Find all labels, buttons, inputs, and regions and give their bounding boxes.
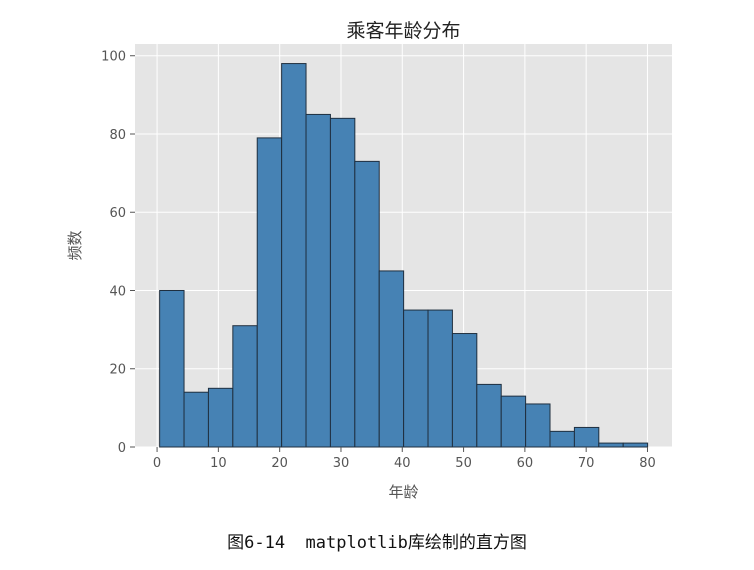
- x-tick-label: 30: [333, 456, 350, 471]
- y-tick-label: 60: [109, 206, 126, 221]
- histogram-bar: [207, 387, 234, 448]
- x-tick-label: 80: [639, 456, 656, 471]
- x-tick-label: 40: [394, 456, 411, 471]
- histogram-bar: [598, 442, 624, 448]
- y-tick-label: 100: [101, 50, 126, 65]
- x-axis-label: 年龄: [388, 483, 418, 501]
- histogram-bar: [305, 113, 331, 448]
- y-tick-label: 80: [109, 128, 126, 143]
- y-axis-label: 频数: [66, 230, 84, 260]
- histogram-bar: [500, 395, 527, 448]
- histogram-bar: [183, 391, 209, 448]
- x-tick-label: 10: [210, 456, 227, 471]
- x-tick-label: 60: [517, 456, 534, 471]
- y-tick-label: 40: [109, 284, 126, 299]
- histogram-bar: [403, 309, 429, 448]
- histogram-bars: [159, 63, 649, 448]
- histogram-bar: [329, 117, 356, 448]
- x-tick-label: 50: [455, 456, 472, 471]
- histogram-bar: [573, 426, 600, 448]
- histogram-bar: [378, 270, 405, 448]
- histogram-bar: [427, 309, 453, 448]
- histogram-bar: [281, 63, 307, 448]
- y-tick-label: 20: [109, 363, 126, 378]
- figure-caption: 图6-14 matplotlib库绘制的直方图: [227, 533, 527, 553]
- histogram-bar: [159, 289, 185, 448]
- x-tick-label: 20: [271, 456, 288, 471]
- histogram-figure: 0 10 20 30 40 50 60 70 80 0 20 40 60 80 100 乘客年龄分布 年龄…: [66, 20, 672, 501]
- x-tick-label: 0: [153, 456, 161, 471]
- histogram-bar: [476, 383, 502, 448]
- histogram-bar: [451, 333, 478, 448]
- x-axis-ticks: 0 10 20 30 40 50 60 70 80: [153, 447, 656, 471]
- x-tick-label: 70: [578, 456, 595, 471]
- chart-title: 乘客年龄分布: [346, 20, 460, 42]
- histogram-bar: [622, 442, 649, 448]
- histogram-bar: [549, 430, 575, 448]
- histogram-bar: [354, 160, 380, 448]
- y-axis-ticks: 0 20 40 60 80 100: [101, 50, 135, 456]
- y-tick-label: 0: [118, 441, 126, 456]
- histogram-bar: [525, 403, 551, 448]
- histogram-bar: [232, 325, 258, 448]
- histogram-bar: [256, 137, 283, 448]
